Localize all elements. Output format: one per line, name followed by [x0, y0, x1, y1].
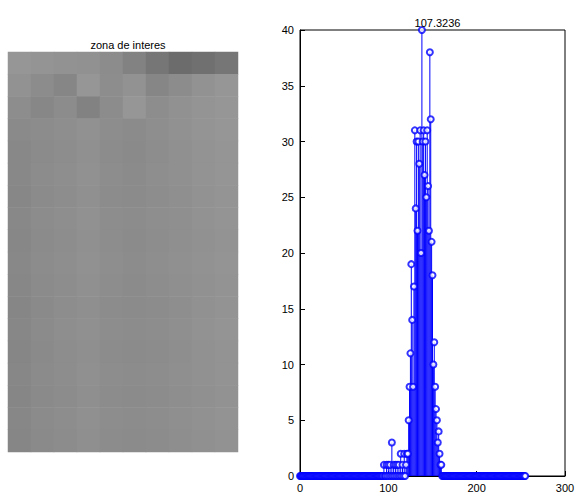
svg-text:20: 20 [282, 247, 294, 259]
svg-text:40: 40 [282, 24, 294, 36]
svg-text:10: 10 [282, 359, 294, 371]
svg-text:0: 0 [297, 482, 303, 494]
svg-text:300: 300 [556, 482, 574, 494]
svg-text:25: 25 [282, 191, 294, 203]
svg-text:zona de interes: zona de interes [90, 39, 166, 51]
svg-text:100: 100 [379, 482, 397, 494]
svg-text:107.3236: 107.3236 [415, 17, 461, 29]
svg-text:5: 5 [288, 414, 294, 426]
svg-text:15: 15 [282, 303, 294, 315]
svg-text:35: 35 [282, 80, 294, 92]
svg-text:0: 0 [288, 470, 294, 482]
svg-text:200: 200 [467, 482, 485, 494]
svg-text:30: 30 [282, 136, 294, 148]
